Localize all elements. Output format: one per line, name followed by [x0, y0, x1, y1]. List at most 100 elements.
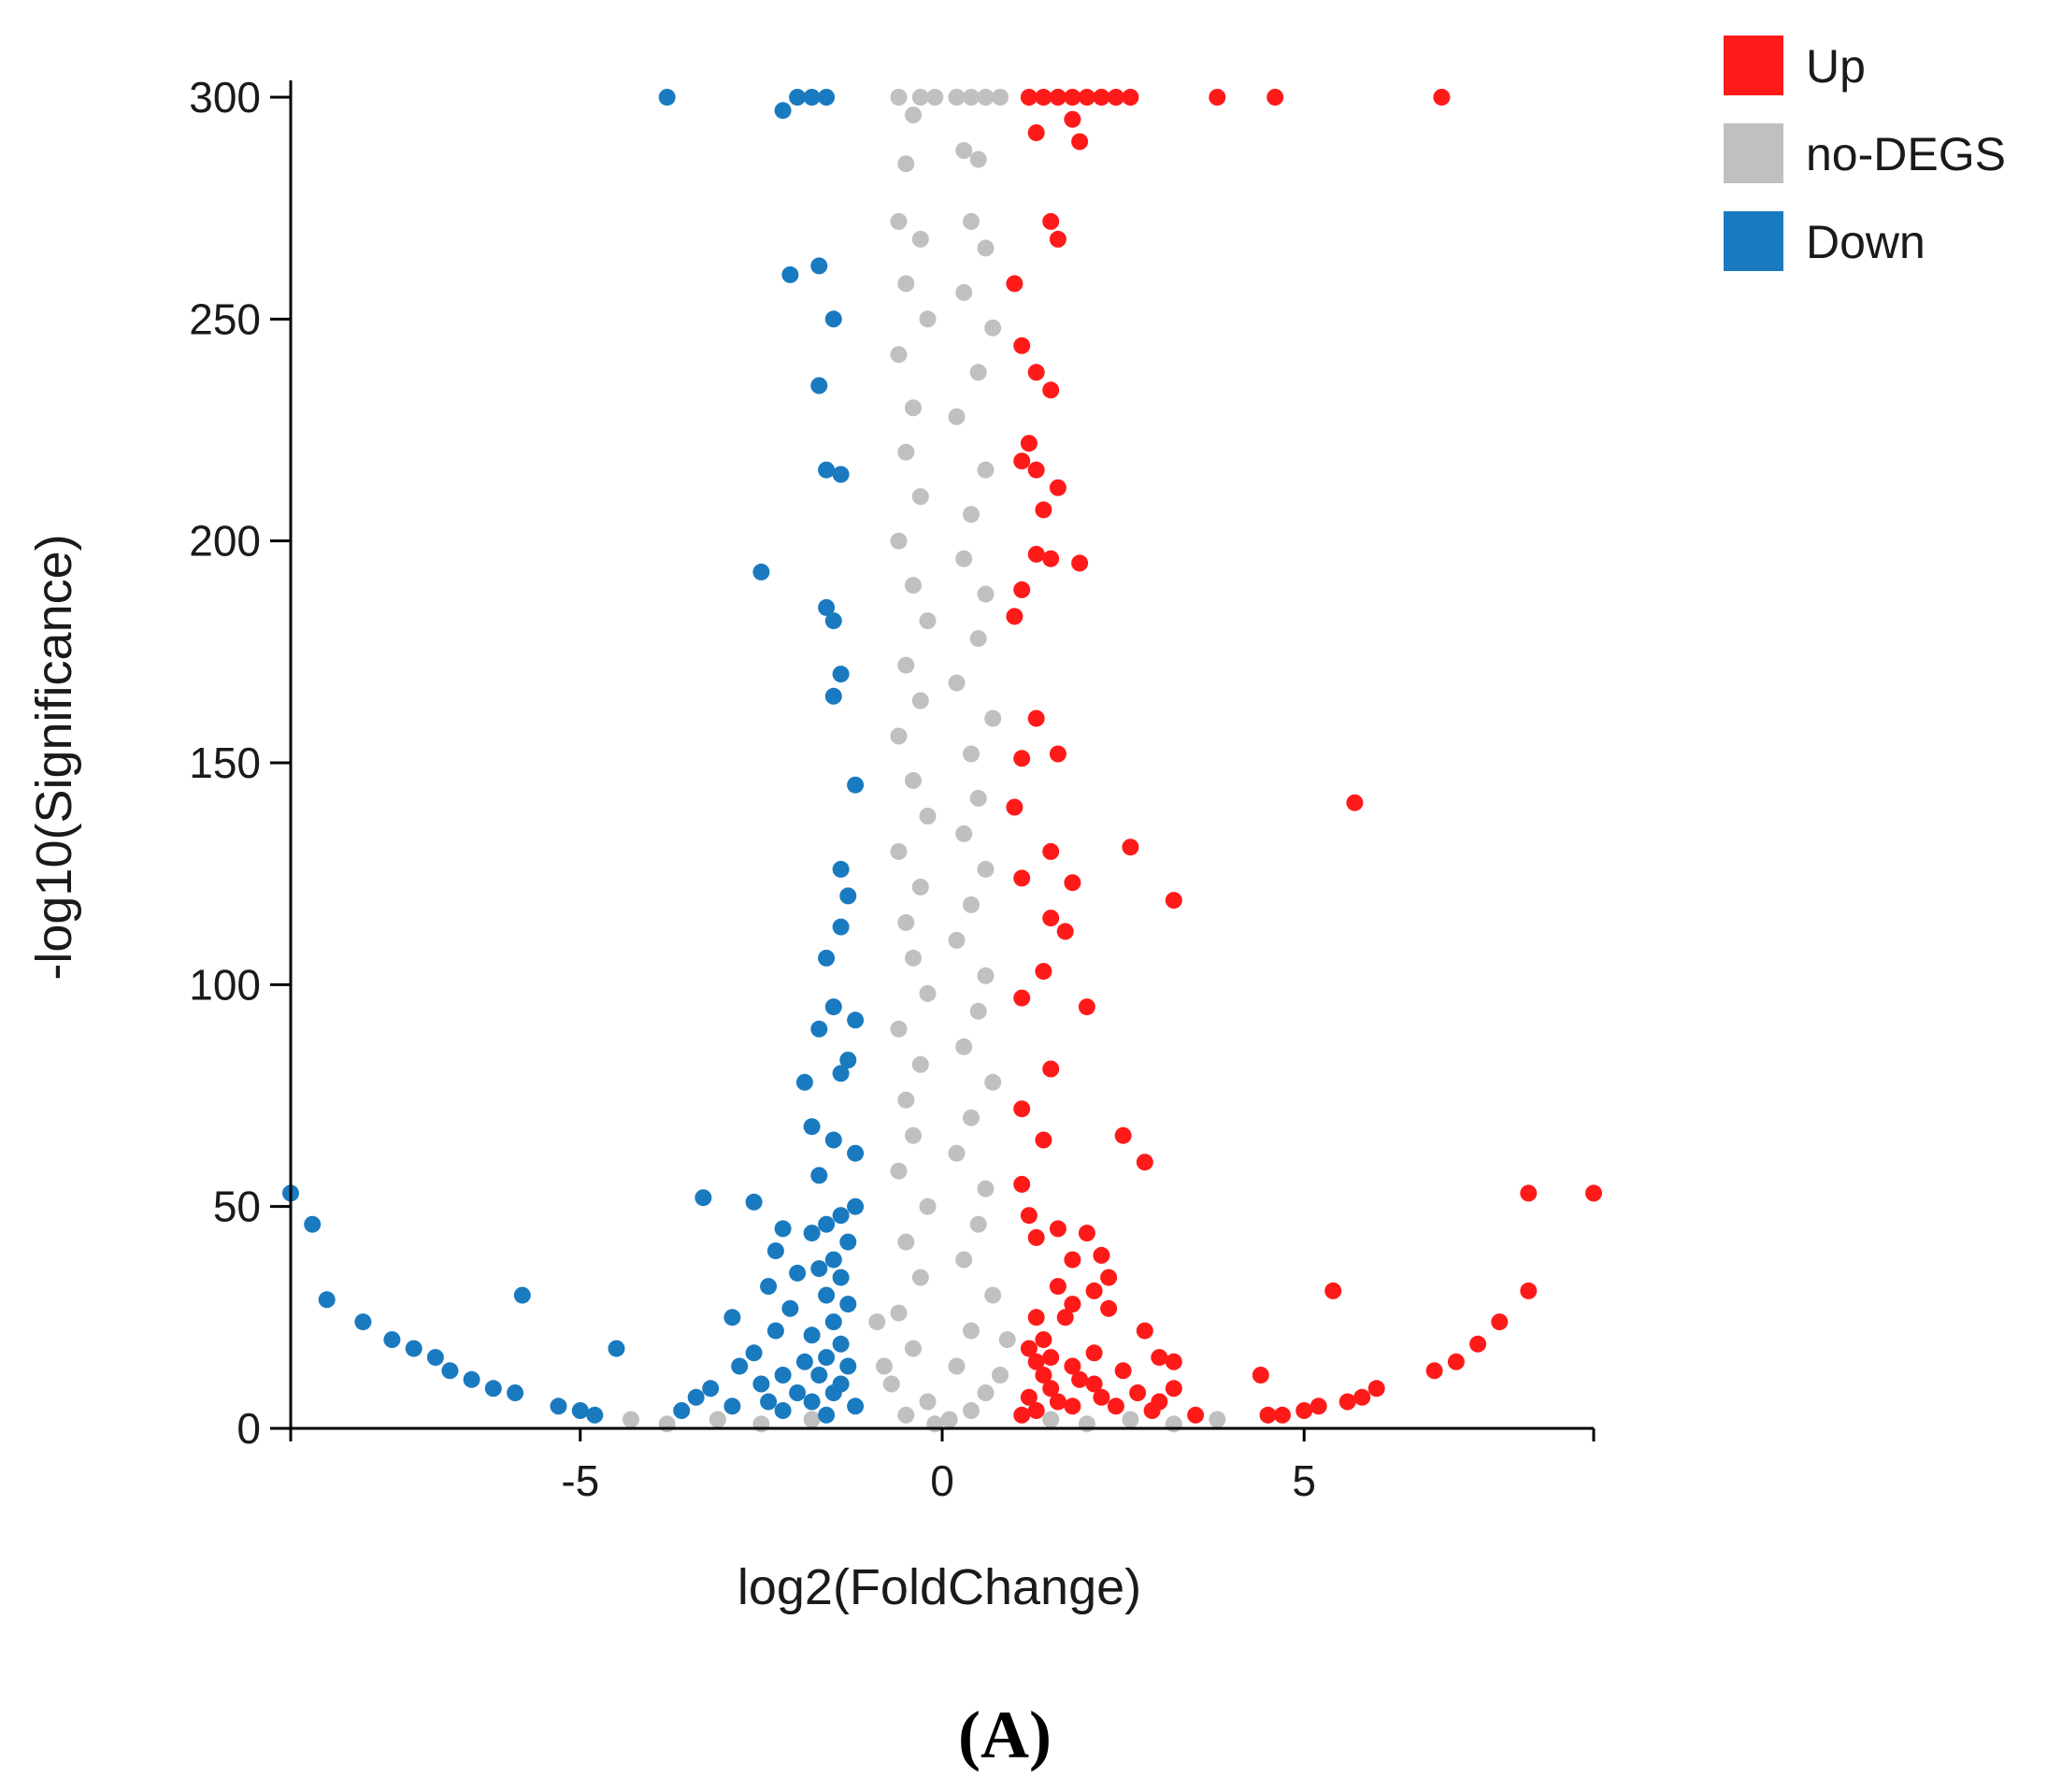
- point-up-87: [1042, 1380, 1060, 1398]
- point-no-degs-48: [948, 931, 966, 949]
- point-down-22: [847, 1011, 865, 1029]
- point-down-86: [818, 1406, 836, 1424]
- point-up-86: [1165, 1380, 1182, 1398]
- point-up-7: [1122, 89, 1139, 106]
- point-no-degs-21: [905, 399, 922, 417]
- point-up-34: [1006, 798, 1024, 816]
- point-no-degs-71: [905, 1340, 922, 1357]
- point-down-16: [847, 776, 865, 794]
- point-up-55: [1093, 1246, 1110, 1264]
- point-no-degs-39: [905, 772, 922, 789]
- point-down-19: [832, 918, 850, 936]
- point-up-68: [1035, 1331, 1052, 1349]
- point-up-67: [1056, 1309, 1074, 1326]
- point-no-degs-5: [977, 89, 995, 106]
- data-points: [282, 89, 1602, 1433]
- point-down-26: [795, 1073, 813, 1091]
- y-tick-label: 250: [189, 294, 261, 343]
- point-down-88: [304, 1215, 322, 1233]
- point-down-37: [803, 1225, 821, 1242]
- point-up-18: [1027, 364, 1045, 381]
- point-down-80: [723, 1398, 741, 1415]
- point-up-50: [1013, 1175, 1031, 1193]
- point-down-39: [766, 1242, 784, 1260]
- point-up-104: [1187, 1406, 1205, 1424]
- point-no-degs-15: [897, 275, 915, 293]
- point-no-degs-63: [919, 1197, 937, 1215]
- point-down-2: [803, 89, 821, 106]
- point-down-7: [824, 310, 842, 328]
- point-down-60: [818, 1349, 836, 1367]
- point-down-50: [723, 1309, 741, 1326]
- point-up-76: [1165, 1353, 1182, 1370]
- point-up-53: [1027, 1228, 1045, 1246]
- point-down-34: [832, 1207, 850, 1225]
- point-up-13: [1071, 133, 1089, 151]
- point-no-degs-34: [948, 674, 966, 692]
- point-down-24: [839, 1052, 857, 1068]
- point-no-degs-78: [940, 1411, 958, 1428]
- point-up-22: [1027, 461, 1045, 479]
- point-up-52: [1049, 1220, 1066, 1238]
- point-down-63: [731, 1357, 749, 1375]
- point-down-18: [839, 887, 857, 905]
- point-down-74: [824, 1384, 842, 1401]
- point-up-74: [1151, 1349, 1168, 1367]
- point-no-degs-45: [911, 878, 929, 896]
- point-down-71: [702, 1380, 720, 1398]
- point-no-degs-54: [955, 1038, 973, 1055]
- point-up-92: [1049, 1393, 1066, 1411]
- point-no-degs-30: [977, 585, 995, 603]
- point-down-33: [847, 1197, 865, 1215]
- point-up-70: [1136, 1322, 1153, 1340]
- point-down-56: [832, 1335, 850, 1353]
- point-up-103: [1143, 1402, 1161, 1419]
- point-no-degs-19: [890, 346, 908, 364]
- point-up-32: [1049, 745, 1066, 763]
- point-down-13: [824, 612, 842, 630]
- point-no-degs-26: [963, 506, 980, 523]
- point-no-degs-77: [897, 1406, 915, 1424]
- point-up-90: [1020, 1388, 1038, 1406]
- point-down-43: [832, 1269, 850, 1286]
- point-no-degs-6: [992, 89, 1009, 106]
- point-no-degs-22: [948, 408, 966, 425]
- point-no-degs-69: [890, 1304, 908, 1322]
- point-down-65: [441, 1362, 459, 1380]
- point-no-degs-81: [876, 1357, 893, 1375]
- point-no-degs-2: [926, 89, 944, 106]
- point-no-degs-3: [948, 89, 966, 106]
- point-up-75: [1027, 1353, 1045, 1370]
- legend-swatch-down: [1724, 211, 1783, 271]
- point-up-27: [1071, 554, 1089, 572]
- point-down-59: [745, 1344, 763, 1362]
- point-up-38: [1165, 892, 1182, 910]
- point-no-degs-51: [919, 984, 937, 1002]
- x-tick-label: 0: [930, 1456, 954, 1505]
- point-up-25: [1027, 545, 1045, 563]
- point-down-82: [571, 1402, 589, 1419]
- point-up-4: [1078, 89, 1095, 106]
- point-no-degs-50: [977, 967, 995, 984]
- y-ticks: 0 50 100 150 200 250 300: [189, 73, 291, 1453]
- point-no-degs-14: [977, 239, 995, 257]
- point-down-54: [803, 1326, 821, 1344]
- point-up-72: [1042, 1349, 1060, 1367]
- point-no-degs-17: [919, 310, 937, 328]
- point-no-degs-76: [963, 1402, 980, 1419]
- point-down-5: [781, 265, 799, 283]
- point-no-degs-59: [905, 1126, 922, 1144]
- point-down-4: [774, 102, 792, 120]
- point-up-85: [1085, 1375, 1103, 1393]
- point-no-degs-75: [919, 1393, 937, 1411]
- point-down-72: [484, 1380, 502, 1398]
- point-up-21: [1013, 452, 1031, 470]
- point-no-degs-7: [905, 107, 922, 123]
- point-no-degs-52: [969, 1002, 987, 1020]
- point-down-15: [824, 687, 842, 705]
- point-down-44: [760, 1278, 778, 1296]
- point-down-29: [847, 1144, 865, 1162]
- point-up-105: [1013, 1406, 1031, 1424]
- point-down-27: [803, 1118, 821, 1136]
- point-up-17: [1013, 337, 1031, 354]
